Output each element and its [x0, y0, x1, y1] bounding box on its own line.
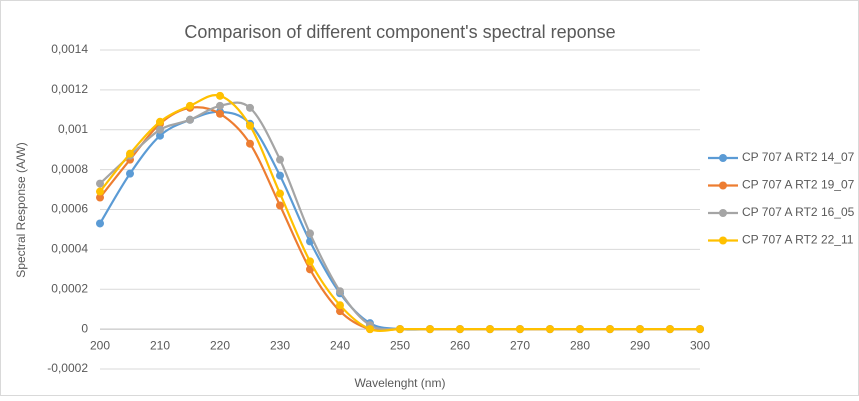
legend-marker: [719, 181, 727, 190]
data-point: [456, 325, 464, 334]
y-tick-label: 0,0014: [51, 42, 88, 56]
x-tick-label: 290: [630, 338, 650, 352]
y-tick-label: 0,0008: [51, 162, 88, 176]
x-tick-label: 260: [450, 338, 470, 352]
legend-marker: [719, 154, 727, 162]
data-point: [276, 201, 284, 210]
legend-label: CP 707 A RT2 22_11: [742, 233, 854, 247]
data-point: [126, 169, 134, 178]
data-point: [606, 325, 614, 334]
data-point: [516, 325, 524, 334]
data-point: [186, 101, 194, 110]
data-point: [276, 189, 284, 198]
data-point: [156, 117, 164, 126]
data-point: [306, 229, 314, 238]
data-point: [246, 103, 254, 112]
data-point: [306, 257, 314, 266]
data-point: [486, 325, 494, 334]
data-point: [336, 307, 344, 316]
y-tick-label: 0,0012: [51, 82, 88, 96]
x-tick-label: 230: [270, 338, 290, 352]
legend-label: CP 707 A RT2 16_05: [742, 205, 855, 219]
y-tick-label: 0: [81, 321, 88, 335]
data-point: [666, 325, 674, 334]
data-point: [636, 325, 644, 334]
data-point: [546, 325, 554, 334]
x-axis-title: Wavelenght (nm): [355, 376, 446, 390]
x-tick-label: 300: [690, 338, 710, 352]
data-point: [156, 131, 164, 140]
data-point: [96, 193, 104, 202]
x-tick-label: 250: [390, 338, 410, 352]
data-point: [276, 155, 284, 164]
y-tick-label: 0,001: [58, 122, 88, 136]
y-tick-label: -0,0002: [47, 361, 88, 375]
data-point: [96, 187, 104, 196]
data-point: [96, 219, 104, 228]
data-point: [156, 125, 164, 134]
data-point: [246, 139, 254, 148]
data-point: [306, 265, 314, 274]
data-point: [96, 179, 104, 188]
y-tick-label: 0,0006: [51, 202, 88, 216]
y-axis-title: Spectral Response (A/W): [14, 142, 28, 277]
data-point: [396, 325, 404, 334]
legend-marker: [719, 236, 727, 245]
data-point: [186, 115, 194, 124]
chart-title: Comparison of different component's spec…: [184, 22, 615, 42]
legend-label: CP 707 A RT2 19_07: [742, 178, 855, 192]
data-point: [216, 101, 224, 110]
y-tick-label: 0,0002: [51, 281, 88, 295]
x-tick-label: 240: [330, 338, 350, 352]
data-point: [336, 301, 344, 310]
x-tick-label: 200: [90, 338, 110, 352]
x-tick-label: 280: [570, 338, 590, 352]
x-tick-label: 270: [510, 338, 530, 352]
data-point: [696, 325, 704, 334]
data-point: [216, 91, 224, 100]
legend-label: CP 707 A RT2 14_07: [742, 150, 855, 164]
legend-marker: [719, 209, 727, 217]
data-point: [126, 149, 134, 158]
x-tick-label: 220: [210, 338, 230, 352]
data-point: [426, 325, 434, 334]
data-point: [276, 171, 284, 180]
x-tick-label: 210: [150, 338, 170, 352]
y-tick-label: 0,0004: [51, 242, 88, 256]
data-point: [216, 109, 224, 118]
data-point: [366, 325, 374, 334]
data-point: [246, 121, 254, 130]
data-point: [336, 287, 344, 296]
data-point: [576, 325, 584, 334]
